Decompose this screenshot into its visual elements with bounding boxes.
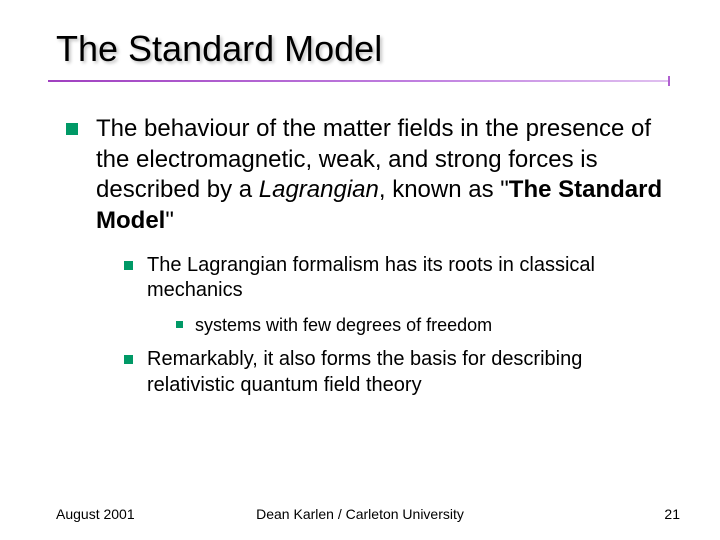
bullet-text: The Lagrangian formalism has its roots i… xyxy=(147,253,670,304)
slide: The Standard Model The behaviour of the … xyxy=(0,0,720,540)
rule-line xyxy=(48,80,670,82)
slide-title: The Standard Model xyxy=(56,28,680,70)
footer-author: Dean Karlen / Carleton University xyxy=(256,506,464,522)
footer: August 2001 Dean Karlen / Carleton Unive… xyxy=(0,506,720,522)
bullet-text: The behaviour of the matter fields in th… xyxy=(96,114,670,237)
bullet-level3: systems with few degrees of freedom xyxy=(176,314,670,337)
square-bullet-icon xyxy=(124,261,133,270)
bullet-text: Remarkably, it also forms the basis for … xyxy=(147,347,670,398)
rule-tick xyxy=(668,76,670,86)
square-bullet-icon xyxy=(124,355,133,364)
bullet-level1: The behaviour of the matter fields in th… xyxy=(66,114,670,237)
text-italic: Lagrangian xyxy=(259,176,379,203)
title-rule xyxy=(48,80,670,86)
footer-page-number: 21 xyxy=(664,506,680,522)
bullet-level2: Remarkably, it also forms the basis for … xyxy=(124,347,670,398)
square-bullet-icon xyxy=(176,321,183,328)
footer-date: August 2001 xyxy=(56,506,135,522)
bullet-text: systems with few degrees of freedom xyxy=(195,314,492,337)
text-part: " xyxy=(165,207,174,234)
bullet-level2: The Lagrangian formalism has its roots i… xyxy=(124,253,670,304)
square-bullet-icon xyxy=(66,123,78,135)
text-part: , known as " xyxy=(379,176,509,203)
content-area: The behaviour of the matter fields in th… xyxy=(56,114,680,398)
